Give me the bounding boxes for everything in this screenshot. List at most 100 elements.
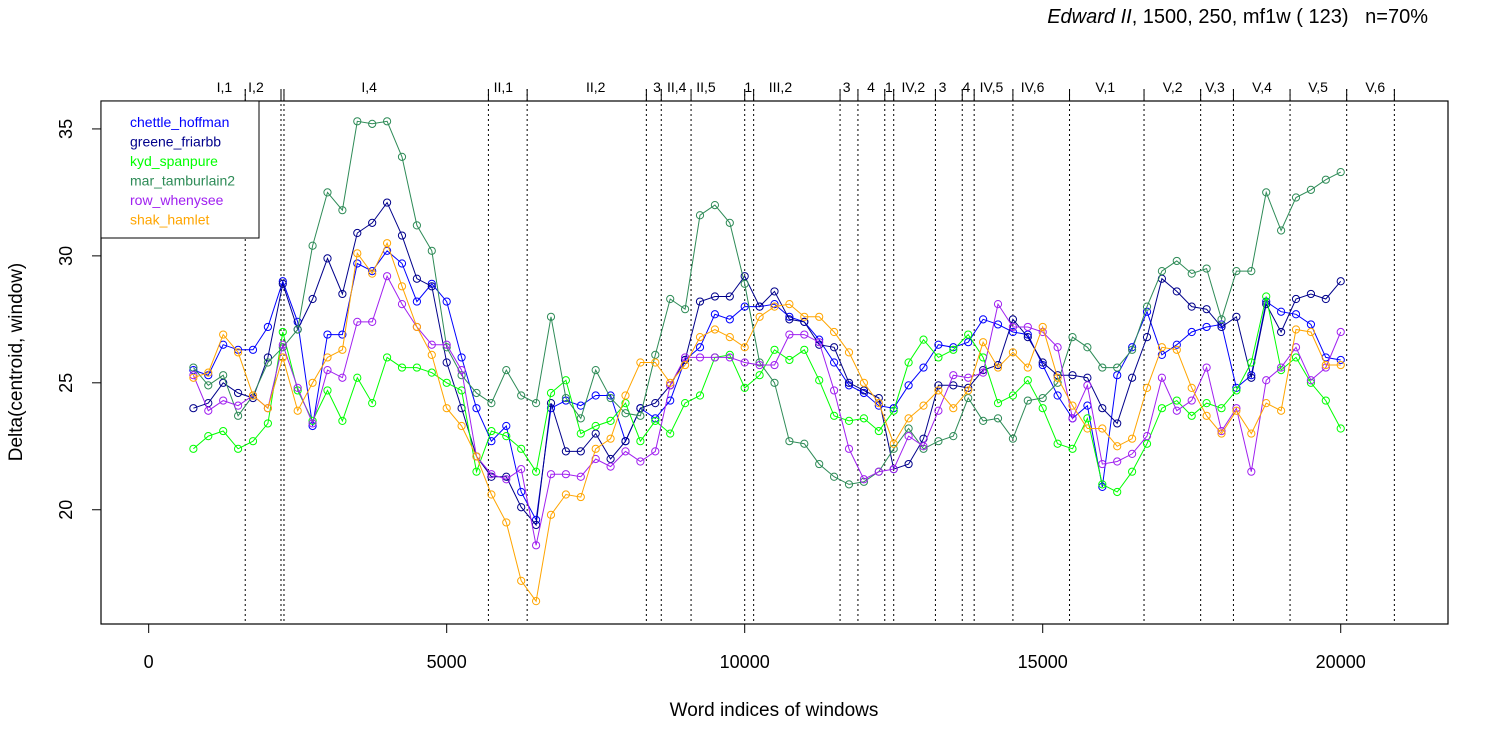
data-point (1217, 429, 1226, 438)
data-point (1202, 363, 1211, 372)
data-point (263, 353, 272, 362)
data-point (949, 432, 958, 441)
x-axis-label: Word indices of windows (669, 700, 879, 721)
data-point (1187, 396, 1196, 405)
data-point (755, 312, 764, 321)
data-point (621, 447, 630, 456)
data-point (1321, 294, 1330, 304)
data-point (964, 383, 973, 392)
data-point (1202, 411, 1211, 420)
data-point (1277, 406, 1286, 415)
data-point (1142, 302, 1152, 311)
y-tick-label: 35 (56, 119, 76, 139)
data-point (1232, 383, 1241, 392)
data-point (1277, 327, 1286, 337)
data-point (1277, 307, 1286, 316)
data-point (636, 411, 645, 420)
data-point (964, 386, 973, 395)
data-point (278, 353, 287, 362)
data-point (338, 373, 347, 382)
legend-entry: row_whenysee (130, 192, 224, 208)
scene-label: I,1 (217, 79, 233, 95)
data-point (755, 371, 764, 380)
data-point (1038, 393, 1047, 403)
legend-entry: mar_tamburlain2 (130, 173, 235, 189)
data-point (308, 419, 317, 428)
data-point (561, 470, 570, 479)
data-point (1277, 363, 1286, 372)
data-point (278, 279, 287, 288)
data-point (889, 406, 898, 415)
data-point (1277, 226, 1286, 235)
scene-label: 3 (653, 79, 661, 95)
data-point (1053, 378, 1062, 387)
y-axis-label: Delta(centroid, window) (6, 263, 27, 462)
legend: chettle_hoffman greene_friarbb kyd_spanpur… (100, 100, 260, 239)
data-point (219, 371, 228, 380)
data-point (1172, 340, 1181, 349)
data-point (1187, 383, 1196, 392)
data-point (308, 241, 317, 250)
series-line (193, 250, 1341, 522)
data-point (1291, 325, 1301, 334)
scene-label: V,2 (1163, 79, 1183, 95)
data-point (1202, 322, 1211, 332)
data-point (800, 345, 809, 354)
data-point (606, 462, 615, 471)
data-point (934, 353, 943, 362)
data-point (561, 490, 570, 499)
data-point (1157, 343, 1167, 352)
data-point (1262, 292, 1271, 301)
data-point (546, 470, 556, 479)
data-point (546, 510, 556, 519)
data-point (695, 211, 705, 220)
data-point (740, 343, 749, 352)
series-line (193, 241, 1341, 603)
data-point (382, 198, 392, 207)
data-point (1336, 424, 1345, 433)
data-point (785, 355, 794, 365)
data-point (1336, 360, 1345, 370)
legend-entry: greene_friarbb (130, 134, 221, 150)
data-point (666, 429, 675, 438)
data-point (1306, 376, 1316, 385)
data-point (949, 371, 958, 380)
data-point (725, 315, 734, 324)
data-point (338, 345, 347, 354)
x-tick-label: 0 (144, 652, 154, 672)
data-point (338, 330, 347, 339)
data-point (412, 274, 421, 283)
data-point (487, 470, 496, 479)
data-point (368, 269, 377, 278)
scene-label: II,4 (667, 79, 687, 95)
data-point (517, 465, 526, 474)
x-tick-label: 20000 (1316, 652, 1366, 672)
data-point (800, 317, 809, 326)
data-point (680, 399, 690, 408)
data-point (740, 383, 749, 392)
data-point (502, 432, 511, 441)
data-point (1217, 426, 1226, 436)
series-chettle_hoffman (189, 246, 1345, 525)
scene-label: 1 (744, 79, 752, 95)
data-point (710, 200, 719, 210)
data-point (219, 426, 228, 436)
data-point (830, 327, 839, 337)
series-line (193, 120, 1341, 485)
data-point (1008, 434, 1018, 443)
data-point (859, 414, 869, 423)
scene-label: I,2 (248, 79, 264, 95)
data-point (695, 343, 705, 352)
data-point (293, 383, 302, 392)
data-point (293, 406, 302, 415)
data-point (546, 399, 556, 408)
data-point (1053, 373, 1062, 382)
data-point (397, 300, 407, 309)
data-point (382, 117, 392, 126)
data-point (368, 119, 377, 128)
data-point (636, 457, 645, 466)
data-point (636, 437, 645, 446)
data-point (442, 343, 451, 352)
data-point (1306, 185, 1316, 194)
data-point (487, 399, 496, 408)
